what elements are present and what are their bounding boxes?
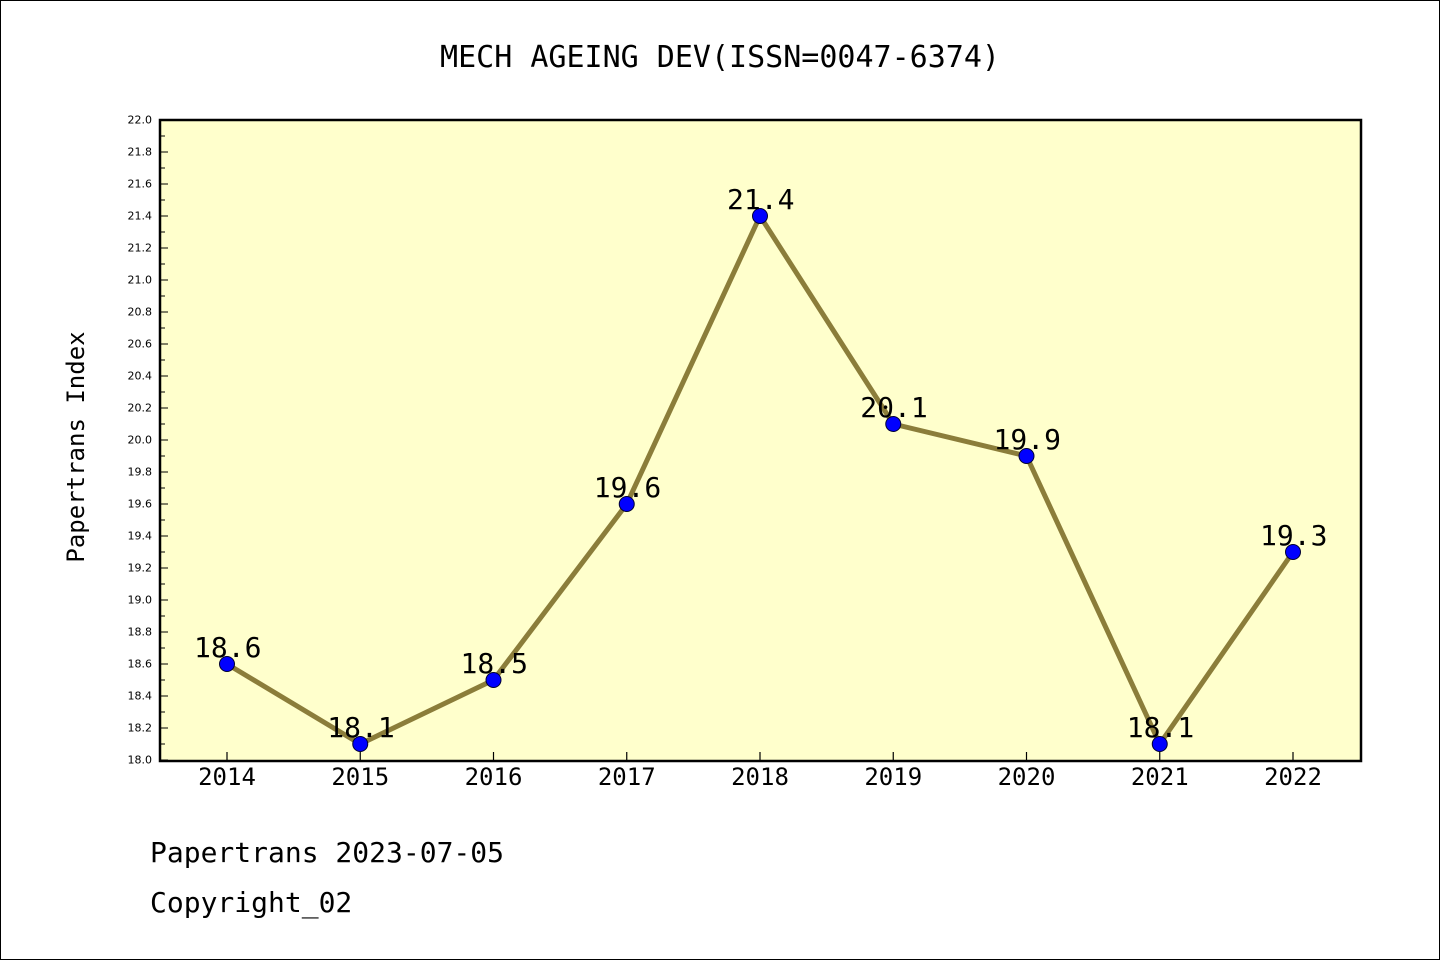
footer-date: Papertrans 2023-07-05: [150, 836, 505, 869]
data-label: 18.6: [194, 631, 261, 664]
x-axis: 2014 2015 2016 2017 2018 2019 2020 2021 2022: [198, 752, 1322, 791]
x-tick-label: 2015: [331, 763, 389, 791]
data-point: [219, 656, 235, 672]
data-label: 19.6: [594, 471, 661, 504]
data-label: 19.9: [994, 423, 1061, 456]
footer-copyright: Copyright_02: [150, 886, 353, 919]
y-axis-label: Papertrans Index: [62, 331, 90, 562]
x-tick-label: 2016: [465, 763, 523, 791]
data-point: [1151, 736, 1168, 752]
y-tick-label: 20.6: [128, 338, 153, 351]
y-tick-label: 21.4: [128, 210, 153, 223]
data-point: [352, 736, 369, 752]
y-tick-label: 18.6: [128, 658, 153, 671]
y-tick-label: 22.0: [128, 114, 153, 127]
y-tick-label: 21.8: [128, 146, 153, 159]
y-tick-label: 18.0: [128, 754, 153, 767]
data-point: [1018, 448, 1035, 464]
x-tick-label: 2019: [864, 763, 922, 791]
plot-area: [158, 118, 1363, 763]
y-tick-label: 20.2: [128, 402, 153, 415]
y-tick-label: 19.2: [128, 562, 153, 575]
data-label: 18.1: [327, 711, 394, 744]
y-tick-label: 21.2: [128, 242, 153, 255]
data-point: [1285, 544, 1301, 560]
y-tick-label: 19.6: [128, 498, 153, 511]
x-tick-label: 2022: [1264, 763, 1322, 791]
y-tick-label: 18.8: [128, 626, 153, 639]
data-point: [752, 208, 768, 224]
data-point: [485, 672, 502, 688]
y-tick-label: 19.0: [128, 594, 153, 607]
y-tick-label: 20.4: [128, 370, 153, 383]
x-tick-label: 2014: [198, 763, 256, 791]
chart-title: MECH AGEING DEV(ISSN=0047-6374): [440, 40, 1000, 75]
x-tick-label: 2021: [1131, 763, 1189, 791]
x-tick-label: 2018: [731, 763, 789, 791]
y-tick-label: 20.0: [128, 434, 153, 447]
y-tick-label: 18.2: [128, 722, 153, 735]
x-tick-label: 2017: [598, 763, 656, 791]
y-axis: 18.0 18.2 18.4 18.6 18.8 19.0 19.2 19.4 19.6 19.8…: [128, 114, 168, 767]
data-label: 20.1: [860, 391, 927, 424]
y-tick-label: 20.8: [128, 306, 153, 319]
data-label: 21.4: [727, 183, 794, 216]
data-point: [885, 416, 902, 432]
data-label: 18.1: [1127, 711, 1194, 744]
y-tick-label: 19.8: [128, 466, 153, 479]
series-group: 18.6 18.1 18.5 19.6 21.4 20.1 19.9 18.1 19.3: [194, 183, 1327, 752]
data-point: [618, 496, 635, 512]
data-label: 18.5: [461, 647, 528, 680]
y-tick-label: 19.4: [128, 530, 153, 543]
x-tick-label: 2020: [998, 763, 1056, 791]
y-tick-label: 21.0: [128, 274, 153, 287]
y-tick-label: 21.6: [128, 178, 153, 191]
y-tick-label: 18.4: [128, 690, 153, 703]
data-label: 19.3: [1260, 519, 1327, 552]
